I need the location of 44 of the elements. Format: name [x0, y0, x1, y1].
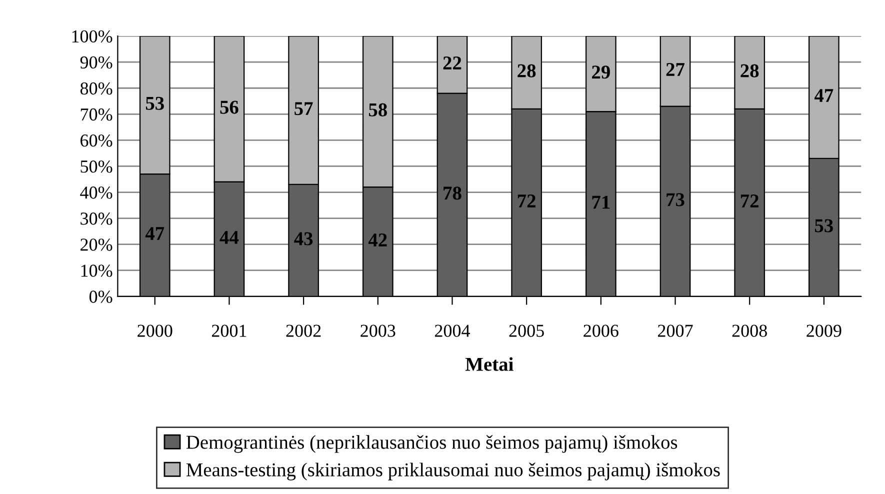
y-tick-label: 50% [80, 160, 112, 173]
y-tick-label: 100% [72, 30, 112, 43]
data-label: 56 [220, 100, 238, 114]
data-label: 53 [146, 96, 164, 110]
data-label: 29 [592, 66, 610, 79]
y-tick-label: 40% [80, 186, 112, 199]
y-tick-label: 20% [80, 238, 112, 251]
data-label: 28 [518, 64, 536, 78]
x-tick-label: 2006 [584, 324, 618, 337]
data-label: 72 [740, 194, 758, 208]
legend-label: Means-testing (skiriamos priklausomai nuo šeimos pajamų) išmokos [186, 462, 720, 480]
data-label: 22 [443, 56, 462, 70]
x-tick-label: 2005 [509, 324, 544, 337]
data-label: 57 [294, 102, 313, 116]
x-tick-label: 2002 [286, 324, 321, 337]
x-tick-label: 2007 [658, 324, 693, 337]
data-label: 43 [294, 232, 313, 246]
y-tick-label: 90% [80, 56, 112, 69]
data-label: 58 [368, 103, 387, 116]
data-label: 47 [814, 89, 834, 102]
legend-label: Demograntinės (nepriklausančios nuo šeimos pajamų) išmokos [186, 435, 678, 453]
y-tick-label: 0% [89, 290, 112, 303]
x-tick-label: 2004 [434, 324, 470, 337]
data-label: 53 [814, 219, 833, 232]
data-label: 73 [666, 193, 684, 206]
y-tick-label: 30% [80, 212, 112, 225]
data-label: 27 [666, 63, 685, 76]
data-label: 42 [368, 234, 387, 246]
data-label: 44 [220, 231, 239, 244]
y-tick-label: 80% [80, 82, 112, 95]
x-tick-label: 2001 [212, 324, 246, 337]
data-label: 71 [592, 196, 610, 209]
data-label: 72 [518, 194, 536, 208]
data-label: 78 [444, 186, 462, 200]
y-tick-label: 60% [80, 134, 112, 147]
data-label: 28 [740, 64, 759, 78]
y-tick-label: 10% [81, 264, 112, 277]
x-tick-label: 2000 [138, 324, 172, 337]
x-tick-label: 2009 [806, 324, 842, 337]
x-tick-label: 2008 [732, 324, 767, 337]
y-tick-label: 70% [80, 108, 112, 121]
x-axis-title: Metai [465, 357, 514, 371]
x-tick-label: 2003 [360, 324, 396, 337]
data-label: 47 [145, 227, 164, 240]
